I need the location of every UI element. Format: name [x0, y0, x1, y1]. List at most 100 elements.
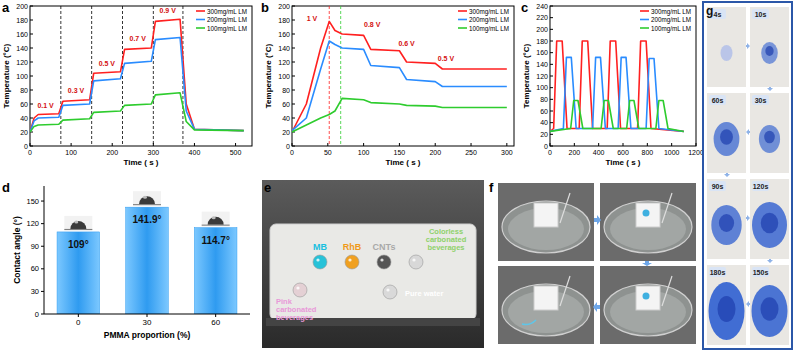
v-line: [60, 6, 61, 146]
droplet-image: [64, 216, 92, 231]
arrow: [746, 129, 750, 135]
label-line: CNTs: [373, 242, 396, 252]
annotation: 0.5 V: [438, 55, 455, 62]
arrow: [746, 43, 750, 49]
x-tick: [363, 143, 364, 146]
x-tick-label: 500: [230, 149, 242, 156]
y-tick-label: 60: [540, 108, 548, 115]
water: [610, 208, 686, 250]
y-tick: [550, 17, 553, 18]
photo-tile: [750, 179, 789, 259]
arrow: [767, 259, 773, 263]
x-tick-label: 300: [501, 149, 513, 156]
series-line: [292, 21, 507, 132]
photo-tile: [750, 7, 789, 87]
y-tick: [30, 48, 33, 49]
x-tick-label: 1000: [664, 149, 680, 156]
x-tick-label: 200: [429, 149, 441, 156]
dye-spread: [709, 282, 745, 340]
y-tick-label: 80: [20, 87, 28, 94]
dye-core: [761, 213, 779, 234]
y-tick: [550, 146, 553, 147]
y-tick: [550, 41, 553, 42]
v-line: [122, 6, 123, 146]
x-tick-label: 100: [65, 149, 77, 156]
y-tick: [292, 146, 295, 147]
droplet-highlight: [348, 258, 351, 261]
x-axis-label: Time ( s ): [386, 158, 421, 167]
y-tick: [292, 6, 295, 7]
y-tick-label: 220: [536, 14, 548, 21]
droplet-image: [202, 212, 230, 227]
x-tick-label: 250: [465, 149, 477, 156]
panel-letter: d: [2, 180, 10, 195]
panel-letter: g: [706, 4, 713, 18]
panel-1: b050100150200250300020406080100120140160…: [261, 0, 514, 167]
y-tick: [292, 90, 295, 91]
x-axis-label: Time ( s ): [606, 158, 641, 167]
series-line: [30, 93, 244, 132]
arrow: [594, 215, 601, 225]
y-tick-label: 100: [16, 73, 28, 80]
y-tick: [550, 29, 553, 30]
x-axis-label: PMMA proportion (%): [104, 330, 191, 340]
annotation: 0.1 V: [37, 102, 54, 109]
time-badge: [752, 181, 769, 191]
y-tick-label: 180: [536, 38, 548, 45]
droplet-highlight: [143, 196, 147, 199]
annotation: 0.9 V: [160, 7, 177, 14]
droplet-highlight: [316, 258, 319, 261]
droplet: [293, 283, 307, 297]
data-label: 109°: [68, 239, 89, 250]
legend-swatch: [196, 27, 205, 29]
y-tick: [550, 122, 553, 123]
photo-tile: [498, 183, 594, 261]
y-tick: [292, 34, 295, 35]
time-badge: [752, 95, 769, 105]
x-tick-label: 1200: [688, 149, 704, 156]
sample: [534, 286, 558, 310]
v-line: [329, 6, 330, 146]
droplet-highlight: [296, 286, 299, 289]
dye-core: [718, 296, 736, 322]
time-badge: [752, 267, 769, 277]
x-tick-label: 60: [211, 318, 220, 327]
series-line: [30, 19, 244, 132]
x-tick: [435, 143, 436, 146]
photo-tile: [707, 265, 746, 345]
x-tick: [506, 143, 507, 146]
time-badge: [709, 267, 726, 277]
dye-spread: [752, 202, 787, 248]
series-line: [550, 41, 684, 131]
dye-core: [765, 46, 773, 56]
y-tick: [292, 104, 295, 105]
legend: 300mg/mL LM200mg/mL LM100mg/mL LM: [458, 8, 509, 33]
water: [610, 291, 686, 333]
x-tick-label: 400: [189, 149, 201, 156]
x-tick: [147, 314, 148, 317]
time-badge: [709, 95, 726, 105]
droplet: [139, 196, 155, 204]
droplet-bg: [133, 191, 161, 206]
dye-core: [719, 214, 734, 232]
photo-g: 4s10s30s60s90s120s150s180sg: [703, 2, 792, 349]
panel-letter: a: [2, 0, 10, 15]
photo-label: CNTs: [373, 242, 396, 252]
arrow: [767, 87, 773, 91]
annotation: 0.7 V: [130, 35, 147, 42]
photo-tile: [750, 93, 789, 173]
droplet-highlight: [412, 258, 415, 261]
y-tick: [30, 20, 33, 21]
time-badge: [752, 9, 769, 19]
legend-label: 300mg/mL LM: [651, 8, 691, 16]
arrow: [746, 301, 750, 307]
series-line: [550, 57, 684, 131]
panel-letter: c: [521, 0, 528, 15]
time-label: 4s: [714, 11, 722, 18]
photo-tile: [750, 265, 789, 345]
legend-label: 200mg/mL LM: [651, 16, 691, 24]
y-tick: [550, 6, 553, 7]
y-axis-label: Temperature (°C): [264, 43, 273, 108]
dye-drop: [643, 293, 650, 300]
droplet: [409, 255, 423, 269]
